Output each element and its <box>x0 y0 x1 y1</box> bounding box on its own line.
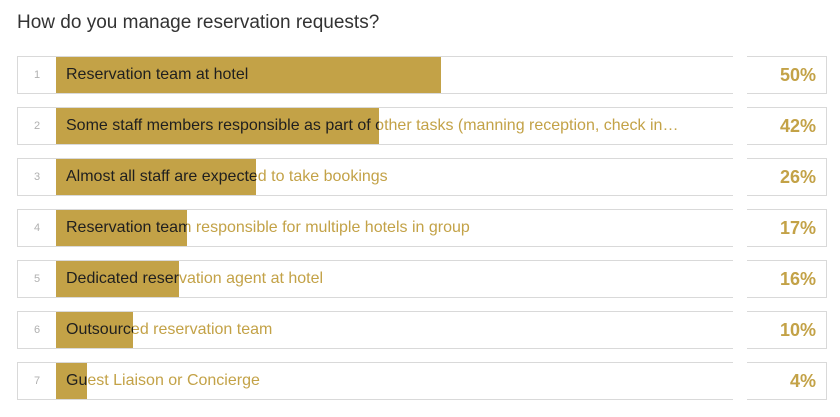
value-label: 50% <box>779 65 816 85</box>
category-label-on-bar: Guest Liaison or Concierge <box>66 372 87 389</box>
category-label-on-bar: Almost all staff are expected to take bo… <box>66 168 256 185</box>
bar-row: 7 Guest Liaison or ConciergeGuest Liaison… <box>17 362 827 400</box>
bar <box>56 363 87 399</box>
bar-row: 5 Dedicated reservation agent at hotel Ded… <box>17 260 827 298</box>
bar-label-clip: Some staff members responsible as part o… <box>56 108 379 144</box>
row-divider <box>733 56 747 94</box>
bar-row: 3 Almost all staff are expected to take b… <box>17 158 827 196</box>
bar-track: Some staff members responsible as part o… <box>56 108 733 144</box>
value-label: 26% <box>779 167 816 187</box>
bar-track: Reservation team at hotel Reservation tea… <box>56 57 733 93</box>
bar-track: Guest Liaison or ConciergeGuest Liaison … <box>56 363 733 399</box>
category-label-on-bar: Dedicated reservation agent at hotel <box>66 270 179 287</box>
bar-track: Outsourced reservation teamOutsourced re… <box>56 312 733 348</box>
bar-label-clip: Almost all staff are expected to take bo… <box>56 159 256 195</box>
row-divider <box>733 107 747 145</box>
chart-title: How do you manage reservation requests? <box>17 12 380 33</box>
value-label: 17% <box>779 218 816 238</box>
bar-label-clip: Dedicated reservation agent at hotel <box>56 261 179 297</box>
bar-track: Reservation team responsible for multipl… <box>56 210 733 246</box>
rank-label: 2 <box>33 120 41 132</box>
bar-row: 1 Reservation team at hotel Reservation te… <box>17 56 827 94</box>
bar-row: 2 Some staff members responsible as part … <box>17 107 827 145</box>
category-label-on-bar: Some staff members responsible as part o… <box>66 117 379 134</box>
row-divider <box>733 260 747 298</box>
category-label-on-bar: Outsourced reservation team <box>66 321 133 338</box>
value-label: 42% <box>779 116 816 136</box>
bar-track: Almost all staff are expected to take bo… <box>56 159 733 195</box>
rank-label: 6 <box>33 324 41 336</box>
bar <box>56 108 379 144</box>
bar-row: 4 Reservation team responsible for multip… <box>17 209 827 247</box>
bar <box>56 57 441 93</box>
bar-label-clip: Outsourced reservation team <box>56 312 133 348</box>
category-label: Guest Liaison or Concierge <box>66 372 260 389</box>
row-divider <box>733 311 747 349</box>
bar <box>56 312 133 348</box>
rank-label: 3 <box>33 171 41 183</box>
bar-row: 6 Outsourced reservation teamOutsourced r… <box>17 311 827 349</box>
value-label: 4% <box>789 371 816 391</box>
value-label: 16% <box>779 269 816 289</box>
bar <box>56 159 256 195</box>
rank-label: 4 <box>33 222 41 234</box>
row-divider <box>733 158 747 196</box>
bar-label-clip: Reservation team at hotel <box>56 57 441 93</box>
bar <box>56 210 187 246</box>
rank-label: 5 <box>33 273 41 285</box>
value-label: 10% <box>779 320 816 340</box>
rank-label: 1 <box>33 69 41 81</box>
bar <box>56 261 179 297</box>
bar-label-clip: Guest Liaison or Concierge <box>56 363 87 399</box>
row-divider <box>733 209 747 247</box>
row-divider <box>733 362 747 400</box>
rank-label: 7 <box>33 375 41 387</box>
bar-label-clip: Reservation team responsible for multipl… <box>56 210 187 246</box>
bar-list: 1 Reservation team at hotel Reservation te… <box>17 56 827 413</box>
bar-track: Dedicated reservation agent at hotel Dedi… <box>56 261 733 297</box>
category-label-on-bar: Reservation team at hotel <box>66 66 249 83</box>
category-label-on-bar: Reservation team responsible for multipl… <box>66 219 187 236</box>
